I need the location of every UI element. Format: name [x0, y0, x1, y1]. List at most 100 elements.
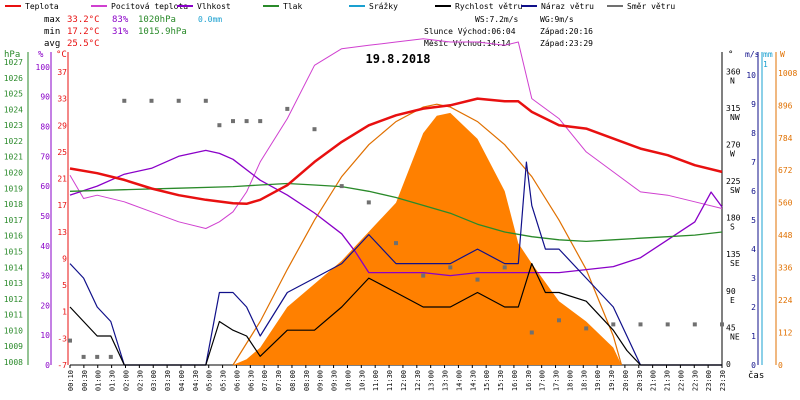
- wind-direction-point: [638, 322, 643, 327]
- x-tick-label: 02:30: [136, 370, 144, 391]
- degc-tick-label: 1: [62, 308, 67, 317]
- legend-label: Teplota: [25, 2, 59, 11]
- legend-label: Vlhkost: [197, 2, 231, 11]
- x-tick-label: 13:00: [428, 370, 436, 391]
- w-tick-label: 560: [778, 199, 793, 208]
- degc-tick-label: -7: [57, 361, 67, 370]
- x-tick-label: 15:00: [483, 370, 491, 391]
- dir-tick-label: 0: [726, 360, 731, 369]
- dir-unit-label: °: [728, 50, 733, 60]
- ms-tick-label: 4: [751, 245, 756, 254]
- dir-tick-label: 180: [726, 214, 741, 223]
- series-theoretical-radiation: [232, 103, 623, 366]
- hpa-tick-label: 1026: [4, 74, 23, 83]
- x-tick-label: 00:30: [81, 370, 89, 391]
- hpa-tick-label: 1021: [4, 153, 23, 162]
- x-tick-label: 23:00: [705, 370, 713, 391]
- w-tick-label: 1008: [778, 69, 797, 78]
- wind-direction-point: [285, 106, 290, 111]
- wind-direction-point: [217, 123, 222, 128]
- hpa-tick-label: 1020: [4, 169, 23, 178]
- mm-unit-label: mm: [763, 50, 773, 59]
- degc-tick-label: -3: [57, 334, 67, 343]
- pct-tick-label: 10: [40, 331, 50, 340]
- x-tick-label: 11:30: [386, 370, 394, 391]
- stat-min-hum: 31%: [112, 27, 129, 37]
- wind-direction-point: [231, 119, 235, 124]
- series-line-vlhkost: [69, 149, 723, 277]
- hpa-tick-label: 1027: [4, 58, 23, 67]
- w-tick-label: 784: [778, 134, 793, 143]
- x-tick-label: 03:00: [150, 370, 158, 391]
- wind-direction-point: [502, 265, 507, 270]
- x-tick-label: 12:00: [400, 370, 408, 391]
- x-tick-label: 14:00: [455, 370, 463, 391]
- x-tick-label: 23:30: [719, 370, 727, 391]
- series-line-tlak: [69, 182, 723, 243]
- stat-avg-temp: 25.5°C: [67, 39, 100, 49]
- wind-direction-point: [258, 119, 263, 124]
- x-tick-label: 20:00: [622, 370, 630, 391]
- ms-tick-label: 1: [751, 332, 756, 341]
- pct-tick-label: 100: [36, 63, 51, 72]
- pct-tick-label: 40: [40, 242, 50, 251]
- hpa-unit-label: hPa: [4, 50, 20, 60]
- dir-tick-label: 315: [726, 104, 741, 113]
- wind-direction-point: [692, 322, 697, 327]
- dir-compass-label: N: [730, 76, 735, 85]
- degc-tick-label: 21: [57, 175, 67, 184]
- x-tick-label: 07:30: [275, 370, 283, 391]
- pct-unit-label: %: [38, 50, 44, 60]
- x-tick-label: 09:00: [317, 370, 325, 391]
- x-tick-label: 05:00: [206, 370, 214, 391]
- wind-direction-point: [665, 322, 670, 327]
- degc-tick-label: 9: [62, 254, 67, 263]
- ms-tick-label: 2: [751, 303, 756, 312]
- x-tick-label: 15:30: [497, 370, 505, 391]
- ms-tick-label: 6: [751, 187, 756, 196]
- legend-label: Srážky: [369, 2, 398, 11]
- x-tick-label: 11:00: [372, 370, 380, 391]
- stats-block: max 33.2°C 83% 1020hPa 0.0mm min 17.2°C …: [44, 15, 222, 49]
- hpa-tick-label: 1015: [4, 247, 23, 256]
- degc-tick-label: 33: [57, 95, 67, 104]
- x-tick-label: 20:30: [636, 370, 644, 391]
- x-tick-label: 10:00: [344, 370, 352, 391]
- stat-min-label: min: [44, 27, 60, 37]
- hpa-tick-label: 1017: [4, 216, 23, 225]
- hpa-tick-label: 1022: [4, 137, 23, 146]
- degc-tick-label: 13: [57, 228, 67, 237]
- pct-tick-label: 90: [40, 93, 50, 102]
- wind-direction-point: [176, 98, 181, 103]
- series-line-rychlost-v-tru: [69, 263, 722, 366]
- legend-label: Náraz větru: [541, 2, 594, 11]
- hpa-tick-label: 1023: [4, 121, 23, 130]
- dir-compass-label: NE: [730, 332, 740, 341]
- wind-direction-point: [611, 322, 616, 327]
- w-unit-label: W: [780, 50, 785, 59]
- legend-label: Rychlost větru: [455, 2, 523, 11]
- x-tick-label: 14:30: [469, 370, 477, 391]
- info-sunset: Západ:20:16: [540, 27, 593, 36]
- wind-direction-point: [95, 354, 100, 359]
- info-sun: Slunce Východ:06:04: [424, 27, 516, 36]
- ms-tick-label: 9: [751, 100, 756, 109]
- x-tick-label: 05:30: [220, 370, 228, 391]
- dir-tick-label: 360: [726, 67, 741, 76]
- wind-direction-point: [203, 98, 208, 103]
- stat-min-press: 1015.9hPa: [138, 27, 187, 37]
- degc-tick-label: 29: [57, 121, 67, 130]
- pct-tick-label: 30: [40, 272, 50, 281]
- stat-max-rain: 0.0mm: [198, 15, 222, 24]
- x-tick-label: 13:30: [442, 370, 450, 391]
- x-tick-label: 08:00: [289, 370, 297, 391]
- w-tick-label: 448: [778, 231, 793, 240]
- hpa-tick-label: 1012: [4, 295, 23, 304]
- degc-tick-label: 25: [57, 148, 67, 157]
- hpa-tick-label: 1008: [4, 358, 23, 367]
- stat-min-temp: 17.2°C: [67, 27, 100, 37]
- info-moonset: Západ:23:29: [540, 39, 593, 48]
- x-tick-label: 01:00: [95, 370, 103, 391]
- wind-direction-point: [584, 326, 589, 331]
- x-tick-label: 19:00: [594, 370, 602, 391]
